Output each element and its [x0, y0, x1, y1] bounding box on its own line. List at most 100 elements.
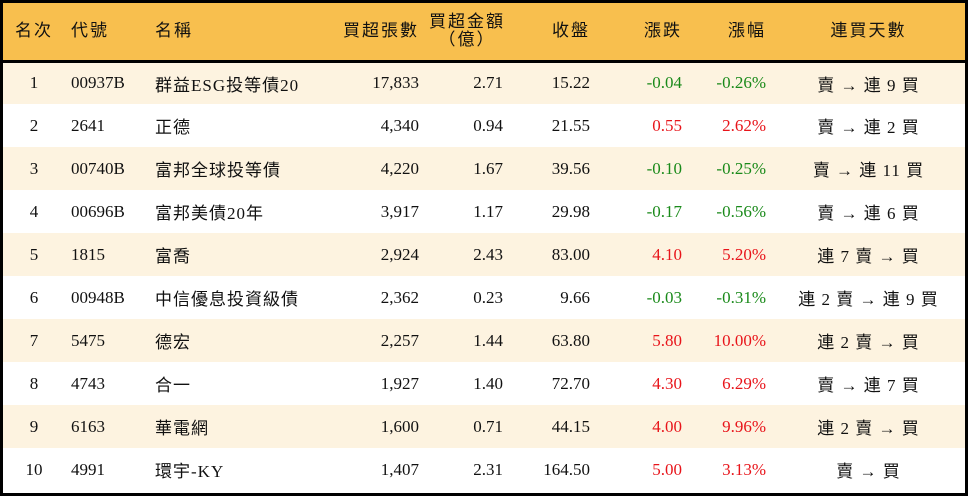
change-pct-cell: 10.00%: [713, 330, 766, 350]
code-cell: 00937B: [71, 73, 125, 93]
close-cell: 9.66: [560, 287, 590, 307]
table-row[interactable]: 3 00740B 富邦全球投等債 4,220 1.67 39.56 -0.10 …: [3, 147, 965, 190]
header-code: 代號: [65, 3, 149, 63]
change-cell: -0.04: [646, 73, 682, 93]
change-cell: 4.30: [652, 373, 682, 393]
rank-cell: 1: [29, 73, 39, 93]
consecutive-days-cell: 賣 → 連 7 買: [817, 376, 920, 395]
header-net-buy-amount: 買超金額 （億）: [419, 3, 507, 63]
rank-cell: 6: [29, 287, 39, 307]
code-cell: 1815: [71, 244, 105, 264]
close-cell: 21.55: [551, 115, 590, 135]
net-buy-lots-cell: 1,407: [380, 459, 419, 479]
change-cell: -0.17: [646, 201, 682, 221]
net-buy-ranking-table: 名次 代號 名稱 買超張數 買超金額 （億） 收盤 漲跌 漲幅 連買天數 1 0…: [3, 3, 965, 491]
rank-cell: 4: [29, 201, 39, 221]
change-pct-cell: -0.31%: [716, 287, 766, 307]
net-buy-lots-cell: 1,600: [380, 416, 419, 436]
net-buy-amount-cell: 1.67: [473, 158, 503, 178]
rank-cell: 2: [29, 115, 39, 135]
name-cell: 中信優息投資級債: [155, 290, 299, 309]
name-cell: 德宏: [155, 333, 191, 352]
change-pct-cell: 6.29%: [722, 373, 766, 393]
change-pct-cell: -0.25%: [716, 158, 766, 178]
table-header-row: 名次 代號 名稱 買超張數 買超金額 （億） 收盤 漲跌 漲幅 連買天數: [3, 3, 965, 63]
name-cell: 富邦美債20年: [155, 204, 264, 223]
net-buy-lots-cell: 4,340: [380, 115, 419, 135]
header-consecutive-days: 連買天數: [772, 3, 965, 63]
header-change-pct: 漲幅: [684, 3, 772, 63]
rank-cell: 10: [25, 459, 43, 479]
consecutive-days-cell: 連 2 賣 → 連 9 買: [798, 290, 939, 309]
name-cell: 富邦全球投等債: [155, 161, 281, 180]
rank-cell: 9: [29, 416, 39, 436]
net-buy-lots-cell: 2,924: [380, 244, 419, 264]
header-net-buy-amount-line2: （億）: [438, 30, 496, 50]
close-cell: 39.56: [551, 158, 590, 178]
rank-cell: 5: [29, 244, 39, 264]
net-buy-lots-cell: 1,927: [380, 373, 419, 393]
change-cell: 5.00: [652, 459, 682, 479]
header-name: 名稱: [149, 3, 327, 63]
consecutive-days-cell: 連 7 賣 → 買: [817, 247, 920, 266]
net-buy-lots-cell: 17,833: [372, 73, 419, 93]
net-buy-lots-cell: 2,362: [380, 287, 419, 307]
close-cell: 44.15: [551, 416, 590, 436]
close-cell: 164.50: [543, 459, 590, 479]
net-buy-amount-cell: 0.94: [473, 115, 503, 135]
change-pct-cell: -0.26%: [716, 73, 766, 93]
net-buy-amount-cell: 2.31: [473, 459, 503, 479]
table-row[interactable]: 10 4991 環宇-KY 1,407 2.31 164.50 5.00 3.1…: [3, 448, 965, 491]
consecutive-days-cell: 連 2 賣 → 買: [817, 419, 920, 438]
consecutive-days-cell: 賣 → 連 9 買: [817, 75, 920, 95]
change-cell: -0.03: [646, 287, 682, 307]
header-net-buy-amount-line1: 買超金額: [429, 12, 505, 32]
net-buy-amount-cell: 2.71: [473, 73, 503, 93]
name-cell: 合一: [155, 376, 191, 395]
code-cell: 00740B: [71, 158, 125, 178]
net-buy-lots-cell: 4,220: [380, 158, 419, 178]
consecutive-days-cell: 賣 → 連 11 買: [812, 161, 925, 180]
table-row[interactable]: 5 1815 富喬 2,924 2.43 83.00 4.10 5.20% 連 …: [3, 233, 965, 276]
table-row[interactable]: 2 2641 正德 4,340 0.94 21.55 0.55 2.62% 賣 …: [3, 104, 965, 147]
rank-cell: 8: [29, 373, 39, 393]
header-rank: 名次: [3, 3, 65, 63]
name-cell: 華電網: [155, 419, 209, 438]
code-cell: 4991: [71, 459, 105, 479]
header-change: 漲跌: [594, 3, 684, 63]
table-row[interactable]: 6 00948B 中信優息投資級債 2,362 0.23 9.66 -0.03 …: [3, 276, 965, 319]
code-cell: 00696B: [71, 201, 125, 221]
code-cell: 4743: [71, 373, 105, 393]
header-close: 收盤: [507, 3, 594, 63]
rank-cell: 7: [29, 330, 39, 350]
net-buy-amount-cell: 1.17: [473, 201, 503, 221]
change-pct-cell: 5.20%: [722, 244, 766, 264]
table-row[interactable]: 8 4743 合一 1,927 1.40 72.70 4.30 6.29% 賣 …: [3, 362, 965, 405]
change-cell: 4.10: [652, 244, 682, 264]
change-cell: 5.80: [652, 330, 682, 350]
table-row[interactable]: 9 6163 華電網 1,600 0.71 44.15 4.00 9.96% 連…: [3, 405, 965, 448]
code-cell: 2641: [71, 115, 105, 135]
net-buy-lots-cell: 2,257: [380, 330, 419, 350]
change-cell: -0.10: [646, 158, 682, 178]
net-buy-amount-cell: 2.43: [473, 244, 503, 264]
consecutive-days-cell: 賣 → 買: [836, 462, 901, 481]
code-cell: 00948B: [71, 287, 125, 307]
header-net-buy-lots: 買超張數: [327, 3, 419, 63]
table-row[interactable]: 7 5475 德宏 2,257 1.44 63.80 5.80 10.00% 連…: [3, 319, 965, 362]
net-buy-amount-cell: 0.71: [473, 416, 503, 436]
close-cell: 29.98: [551, 201, 590, 221]
change-cell: 0.55: [652, 115, 682, 135]
code-cell: 5475: [71, 330, 105, 350]
change-pct-cell: 3.13%: [722, 459, 766, 479]
close-cell: 83.00: [551, 244, 590, 264]
table-row[interactable]: 1 00937B 群益ESG投等債20 17,833 2.71 15.22 -0…: [3, 61, 965, 104]
table-row[interactable]: 4 00696B 富邦美債20年 3,917 1.17 29.98 -0.17 …: [3, 190, 965, 233]
rank-cell: 3: [29, 158, 39, 178]
net-buy-amount-cell: 1.44: [473, 330, 503, 350]
consecutive-days-cell: 賣 → 連 6 買: [817, 204, 920, 223]
code-cell: 6163: [71, 416, 105, 436]
consecutive-days-cell: 賣 → 連 2 買: [817, 118, 920, 137]
name-cell: 環宇-KY: [155, 462, 225, 481]
close-cell: 72.70: [551, 373, 590, 393]
